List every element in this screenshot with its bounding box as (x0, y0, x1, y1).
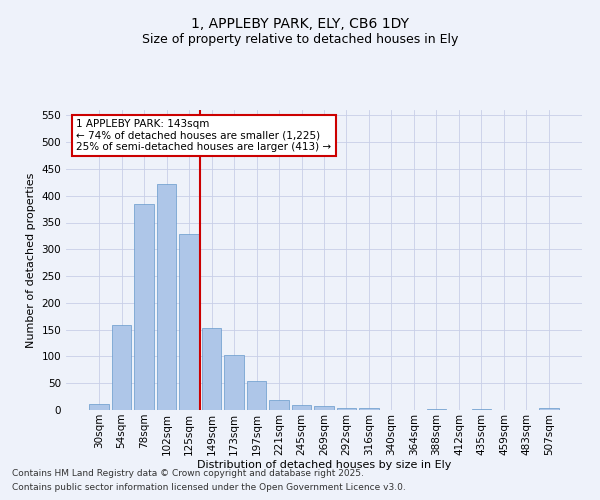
Bar (269, 400, 289, 410)
Y-axis label: Number of detached properties: Number of detached properties (26, 172, 36, 348)
Bar (314, 406, 334, 410)
Bar (224, 355, 244, 410)
Text: 1 APPLEBY PARK: 143sqm
← 74% of detached houses are smaller (1,225)
25% of semi-: 1 APPLEBY PARK: 143sqm ← 74% of detached… (76, 119, 331, 152)
Bar (112, 326, 131, 410)
X-axis label: Distribution of detached houses by size in Ely: Distribution of detached houses by size … (197, 460, 451, 470)
Bar (157, 184, 176, 410)
Text: Contains HM Land Registry data © Crown copyright and database right 2025.: Contains HM Land Registry data © Crown c… (12, 468, 364, 477)
Text: 1, APPLEBY PARK, ELY, CB6 1DY: 1, APPLEBY PARK, ELY, CB6 1DY (191, 18, 409, 32)
Bar (202, 328, 221, 410)
Bar (292, 404, 311, 410)
Bar (179, 234, 199, 410)
Bar (539, 408, 559, 410)
Bar (359, 408, 379, 410)
Bar (134, 204, 154, 410)
Text: Contains public sector information licensed under the Open Government Licence v3: Contains public sector information licen… (12, 484, 406, 492)
Text: Size of property relative to detached houses in Ely: Size of property relative to detached ho… (142, 32, 458, 46)
Bar (247, 380, 266, 410)
Bar (89, 404, 109, 410)
Bar (337, 408, 356, 410)
Bar (427, 409, 446, 410)
